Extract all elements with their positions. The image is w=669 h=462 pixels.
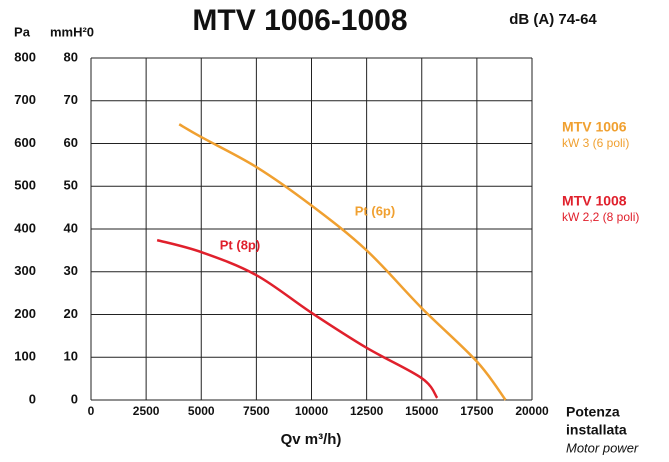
x-tick-label: 5000 (188, 404, 215, 418)
x-tick-label: 20000 (515, 404, 549, 418)
y2-tick-label: 0 (71, 391, 78, 406)
legend-label: MTV 1006 (562, 119, 627, 135)
chart-subtitle: dB (A) 74-64 (509, 11, 597, 28)
y2-tick-label: 70 (64, 92, 78, 107)
x-tick-label: 17500 (460, 404, 494, 418)
x-tick-label: 10000 (295, 404, 329, 418)
legend-sublabel: kW 2,2 (8 poli) (562, 210, 639, 224)
side-label: installata (566, 422, 627, 438)
y2-axis-label: mmH²0 (50, 24, 94, 39)
curve-annotation: Pt (6p) (355, 203, 395, 218)
legend-sublabel: kW 3 (6 poli) (562, 136, 629, 150)
y2-tick-label: 50 (64, 178, 78, 193)
chart-title: MTV 1006-1008 (192, 4, 407, 37)
side-label: Potenza (566, 404, 620, 420)
y2-tick-label: 20 (64, 306, 78, 321)
y-tick-label: 200 (14, 306, 36, 321)
x-tick-label: 12500 (350, 404, 384, 418)
y-tick-label: 800 (14, 49, 36, 64)
y-tick-label: 0 (29, 391, 36, 406)
x-tick-label: 15000 (405, 404, 439, 418)
y2-tick-label: 30 (64, 263, 78, 278)
y-tick-label: 100 (14, 349, 36, 364)
y-tick-label: 300 (14, 263, 36, 278)
x-tick-label: 0 (88, 404, 95, 418)
y-tick-label: 400 (14, 220, 36, 235)
curve (156, 238, 439, 399)
x-axis-label: Qv m³/h) (281, 431, 342, 448)
y2-tick-label: 10 (64, 349, 78, 364)
y-tick-label: 700 (14, 92, 36, 107)
side-label: Motor power (566, 440, 639, 455)
y-tick-label: 500 (14, 178, 36, 193)
curve-annotation: Pt (8p) (220, 237, 260, 252)
y-axis-label: Pa (14, 24, 31, 39)
curve (178, 123, 507, 401)
y-tick-label: 600 (14, 135, 36, 150)
y2-tick-label: 60 (64, 135, 78, 150)
y2-tick-label: 80 (64, 49, 78, 64)
y2-tick-label: 40 (64, 220, 78, 235)
x-tick-label: 7500 (243, 404, 270, 418)
x-tick-label: 2500 (133, 404, 160, 418)
legend-label: MTV 1008 (562, 193, 627, 209)
